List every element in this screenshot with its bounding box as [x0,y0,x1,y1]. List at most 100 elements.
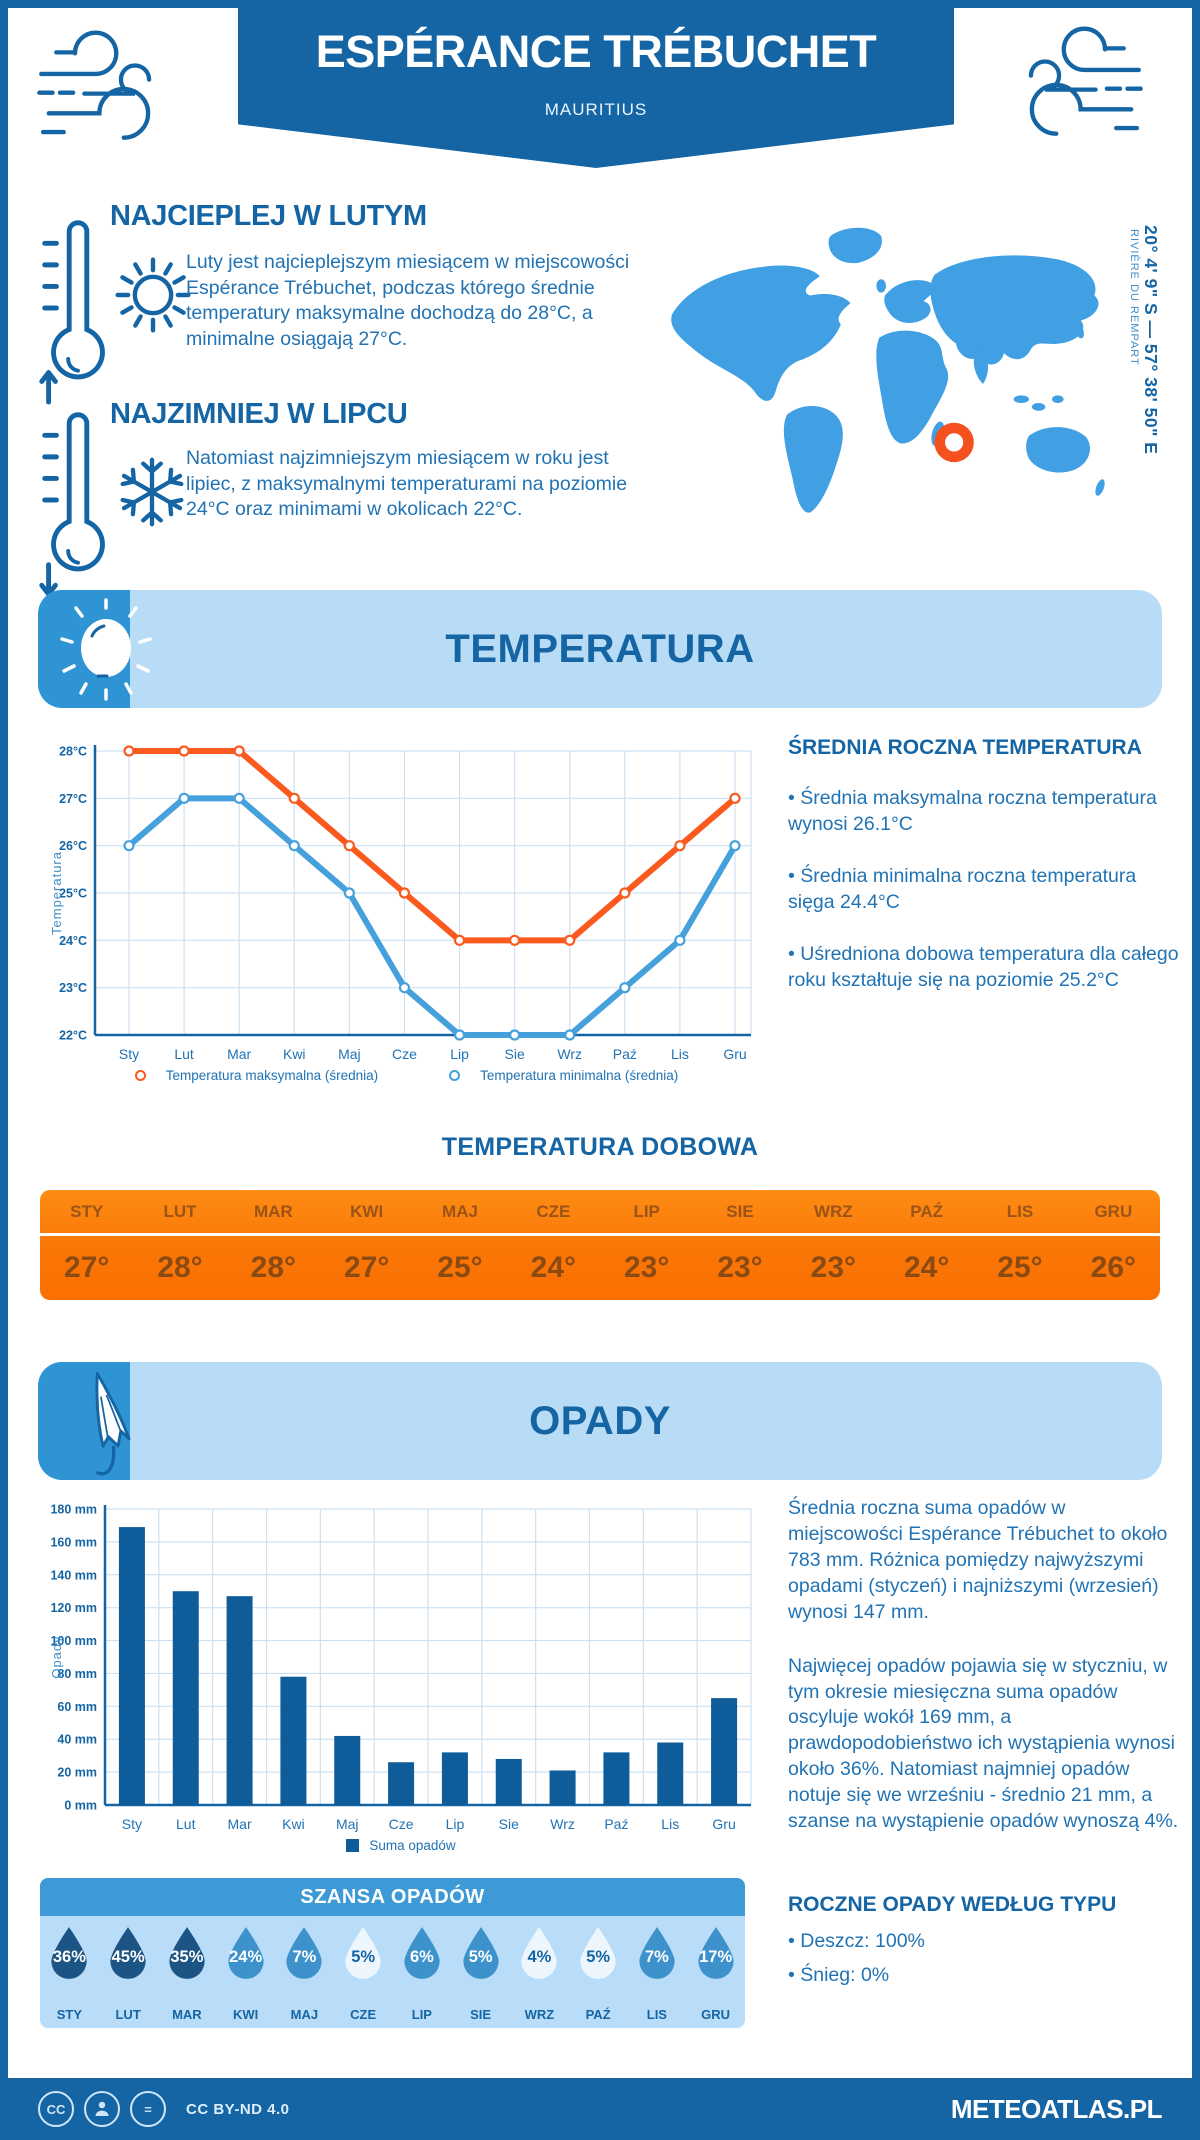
temperature-banner-title: TEMPERATURA [445,626,755,671]
table-month-cell: MAJ [413,1190,507,1236]
bar-legend-item: Suma opadów [346,1838,456,1853]
chance-month: MAJ [290,2007,319,2022]
x-tick-label: Maj [338,1046,361,1062]
bar [549,1770,576,1805]
data-point [343,840,355,852]
x-tick-label: Kwi [282,1816,305,1832]
droplet-icon [169,1927,205,1979]
data-point [123,840,135,852]
bar [280,1676,307,1805]
page-title: ESPÉRANCE TRÉBUCHET [315,26,877,77]
data-point [398,982,411,994]
location-marker [934,422,974,463]
series-line [126,748,738,944]
droplet-icon [345,1927,381,1979]
precip-type-bullet-2: • Śnieg: 0% [788,1963,890,1986]
table-value-cell: 23° [810,1251,857,1284]
data-point [509,934,521,946]
chance-cell: 4% WRZ [510,1916,569,2028]
header-banner: ESPÉRANCE TRÉBUCHET MAURITIUS [238,0,954,168]
data-point [729,840,741,852]
chance-percent: 24% [229,1948,263,1966]
bar [388,1762,415,1805]
droplet-icon [110,1927,146,1979]
data-point [674,934,686,946]
data-point [729,792,741,804]
chance-card: SZANSA OPADÓW 36% STY 45% LUT 35% MAR 24% KWI 7%… [40,1878,745,2028]
table-value-cell: 28° [250,1251,297,1284]
license-label: CC BY-ND 4.0 [186,2100,290,2118]
table-value-cell: 27° [63,1251,110,1284]
y-tick-label: 60 mm [57,1700,97,1714]
table-value-cell: 25° [997,1251,1043,1284]
chance-cell: 36% STY [40,1916,99,2028]
x-tick-label: Lis [661,1816,679,1832]
temperature-line-chart: 22°C 23°C 24°C 25°C 26°C 27°C 28°C Sty Lut Mar Kwi… [49,745,752,1062]
bar-legend-swatch-icon [346,1839,360,1852]
warmest-text: Luty jest najcieplejszym miesiącem w mie… [186,251,630,351]
no-derivatives-icon: = [130,2091,166,2127]
table-month-cell: SIE [693,1190,787,1236]
chance-month: STY [56,2007,83,2022]
chance-heading: SZANSA OPADÓW [40,1878,745,1916]
chance-cell: 7% LIS [628,1916,687,2028]
chance-month: SIE [470,2007,492,2022]
data-point [674,840,686,852]
legend-swatch-min-icon [438,1070,470,1081]
chance-droplet-row: 36% STY 45% LUT 35% MAR 24% KWI 7% MAJ 5% CZE 6% LIP 5… [40,1916,745,2028]
data-point [123,745,135,757]
sun-icon [115,257,191,333]
droplet-icon [580,1927,616,1979]
y-tick-label: 20 mm [57,1766,97,1780]
annual-temp-bullet-1: • Średnia maksymalna roczna temperatura … [788,787,1157,835]
y-tick-label: 28°C [59,745,87,759]
bar [495,1758,522,1805]
bar-legend-label: Suma opadów [369,1838,456,1853]
x-tick-label: Sie [499,1816,519,1832]
precip-type-block: ROCZNE OPADY WEDŁUG TYPU • Deszcz: 100% … [788,1893,1180,1989]
chance-percent: 17% [699,1948,733,1966]
legend-swatch-max-icon [124,1070,156,1081]
x-tick-label: Gru [723,1046,746,1062]
data-point [619,887,631,899]
brand-label: METEOATLAS.PL [950,2093,1163,2124]
chance-month: LIS [646,2007,667,2022]
legend-label-min: Temperatura minimalna (średnia) [480,1068,679,1083]
daily-temp-title: TEMPERATURA DOBOWA [441,1133,759,1161]
chance-percent: 36% [52,1948,86,1966]
data-point [178,792,190,804]
coldest-text: Natomiast najzimniejszym miesiącem w rok… [186,447,628,521]
x-tick-label: Paź [604,1816,628,1832]
table-month-cell: WRZ [786,1190,880,1236]
annual-temp-bullet-2: • Średnia minimalna roczna temperatura s… [788,864,1137,913]
y-tick-label: 0 mm [64,1799,97,1813]
droplet-icon [521,1927,558,1979]
wind-icon-right [1028,26,1143,136]
x-tick-label: Lut [176,1816,196,1832]
table-value-cell: 24° [530,1251,577,1284]
chance-month: LIP [411,2007,432,2022]
chance-percent: 45% [111,1948,145,1966]
data-point [398,887,411,899]
bar [226,1596,253,1805]
data-point [233,745,245,757]
table-value-cell: 23° [717,1251,763,1284]
y-axis-title: Temperatura [49,851,64,935]
droplet-icon [462,1927,499,1979]
x-tick-label: Wrz [550,1816,575,1832]
chance-month: KWI [232,2007,259,2022]
droplet-icon [639,1927,675,1979]
x-tick-label: Mar [227,1046,251,1062]
chance-cell: 5% PAŹ [569,1916,628,2028]
footer: CC = CC BY-ND 4.0 METEOATLAS.PL [0,2078,1200,2140]
table-month-cell: MAR [226,1190,320,1236]
bar [118,1527,145,1805]
table-month-cell: CZE [506,1190,600,1236]
table-value-cell: 24° [903,1251,950,1284]
precip-type-heading: ROCZNE OPADY WEDŁUG TYPU [788,1893,1117,1916]
bar [603,1752,630,1805]
x-tick-label: Cze [392,1046,417,1062]
x-tick-label: Kwi [283,1046,306,1062]
droplet-icon [51,1927,88,1979]
